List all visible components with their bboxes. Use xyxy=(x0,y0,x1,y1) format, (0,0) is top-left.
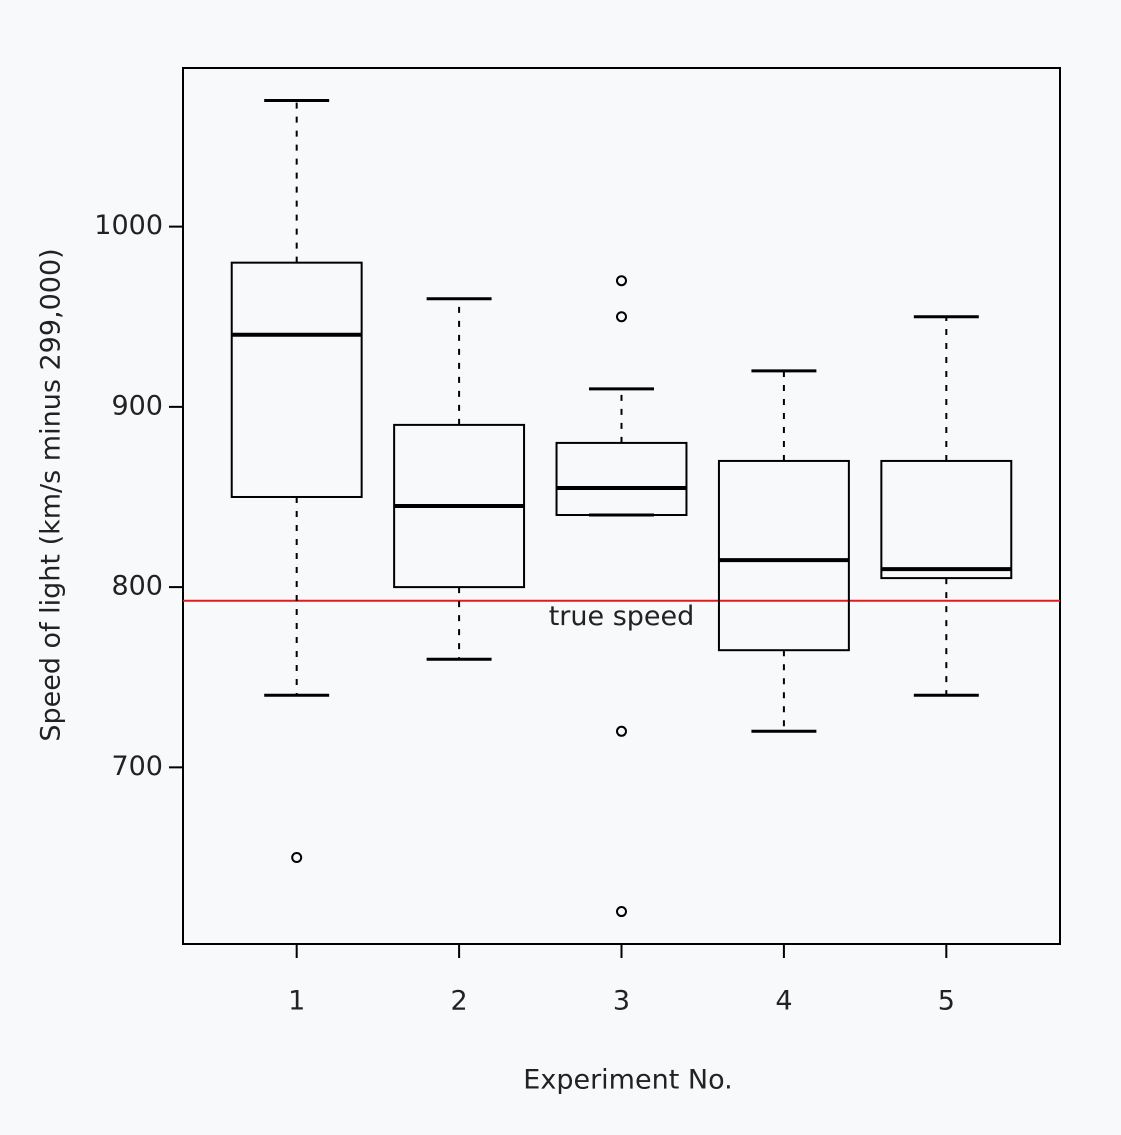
box xyxy=(880,459,1013,580)
y-tick-label: 800 xyxy=(111,571,163,602)
y-tick-label: 1000 xyxy=(94,210,163,241)
x-tick-label: 2 xyxy=(450,986,467,1017)
outlier xyxy=(616,906,627,918)
plot-frame xyxy=(182,67,1061,945)
outlier xyxy=(616,311,627,323)
x-tick-label: 4 xyxy=(775,986,792,1017)
outlier xyxy=(616,725,627,737)
x-axis-label: Experiment No. xyxy=(523,1065,732,1096)
outlier xyxy=(616,275,627,287)
y-tick-label: 900 xyxy=(111,390,163,421)
y-tick-label: 700 xyxy=(111,751,163,782)
box xyxy=(230,261,363,498)
x-tick-label: 1 xyxy=(288,986,305,1017)
y-axis-label: Speed of light (km/s minus 299,000) xyxy=(36,248,67,741)
box xyxy=(555,441,688,517)
x-tick-label: 3 xyxy=(613,986,630,1017)
box xyxy=(717,459,850,652)
outlier xyxy=(291,851,303,863)
annotation: true speed xyxy=(549,601,695,632)
x-tick-label: 5 xyxy=(938,986,955,1017)
